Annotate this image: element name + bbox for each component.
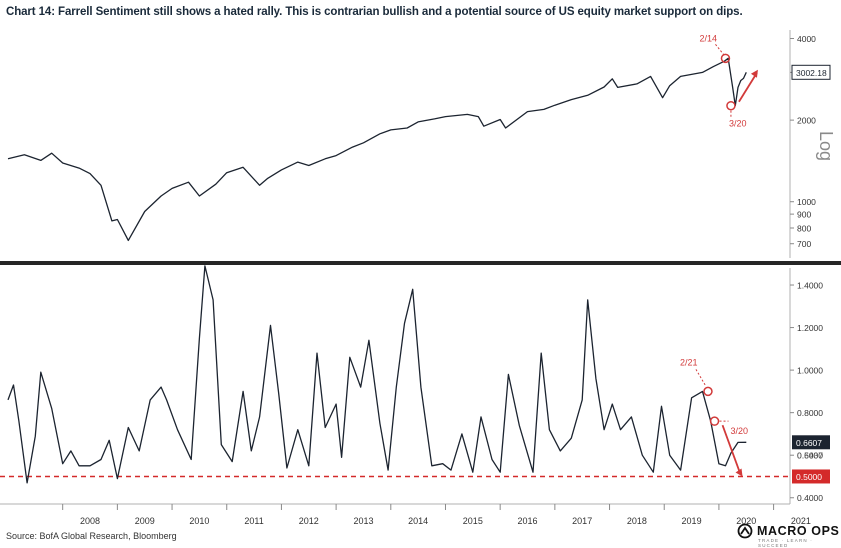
peak-marker: [720, 53, 731, 64]
x-tick-label: 2015: [463, 516, 483, 526]
rebound-arrow-head: [750, 69, 758, 78]
threshold-value-text: 0.5000: [796, 472, 822, 482]
panel-divider: [0, 261, 841, 265]
peak-date-label: 2/14: [699, 33, 717, 43]
x-tick-label: 2018: [627, 516, 647, 526]
top-last-value-text: 3002.18: [796, 68, 827, 78]
top-last-value-box: 3002.18: [791, 64, 831, 80]
decline-arrow: [721, 424, 742, 475]
trough-date-label: 3/20: [729, 119, 747, 129]
bottom-y-tick-label: 1.2000: [797, 323, 823, 333]
sentiment-peak-date: 2/21: [680, 357, 698, 367]
bottom-y-tick-label: 1.0000: [797, 366, 823, 376]
macro-ops-logo-icon: [737, 523, 753, 539]
x-tick-label: 2020: [736, 516, 756, 526]
decline-arrow-head: [735, 468, 743, 477]
partially-hidden-value-text: 0.5437: [797, 450, 823, 460]
brand-tagline: TRADE · LEARN · SUCCEED: [758, 538, 814, 548]
threshold-value-frame: [792, 469, 830, 484]
top-panel: 4000300020001000900800700 Log 2/143/20 3…: [7, 30, 836, 258]
top-last-value-frame: [791, 64, 831, 80]
x-axis-labels: 2008 2009 2010 2011 2012 2013 2014 2015 2016 2017…: [62, 504, 811, 526]
bottom-annotations: 2/21 3/20: [680, 357, 749, 477]
top-y-tick-label: 2000: [797, 116, 816, 126]
sentiment-peak-marker: [703, 386, 713, 397]
brand-name: MACRO OPS: [757, 524, 840, 538]
trough-marker: [726, 100, 736, 111]
top-y-tick-label: 700: [797, 239, 811, 249]
top-y-tick-label: 1000: [797, 197, 816, 207]
sentiment-peak-leader: [695, 369, 707, 387]
sentiment-current-marker: [709, 416, 720, 426]
x-tick-label: 2017: [572, 516, 592, 526]
bottom-y-tick-label: 0.4000: [797, 493, 823, 503]
x-tick-label: 2014: [408, 516, 428, 526]
sentiment-series: [7, 265, 747, 484]
x-tick-label: 2008: [80, 516, 100, 526]
log-axis-label: Log: [816, 131, 836, 161]
bottom-y-tick-label: 1.4000: [797, 281, 823, 291]
last-value-frame: [792, 435, 830, 450]
sentiment-current-date: 3/20: [731, 426, 749, 436]
top-y-tick-label: 900: [797, 210, 811, 220]
rebound-arrow: [738, 72, 758, 103]
x-tick-label: 2010: [189, 516, 209, 526]
x-tick-label: 2011: [244, 516, 263, 526]
x-tick-label: 2019: [682, 516, 702, 526]
top-y-tick-label: 800: [797, 223, 811, 233]
top-y-tick-label: 4000: [797, 34, 816, 44]
bottom-panel: 1.4000 1.2000 1.0000 0.8000 0.6000 0.4000 2/2…: [0, 265, 830, 526]
top-annotations: 2/14 3/20: [699, 33, 758, 129]
index-price-series: [7, 57, 747, 242]
bottom-y-tick-label: 0.8000: [797, 408, 823, 418]
bottom-value-labels: 0.6607 0.5437 0.5000: [792, 435, 830, 484]
last-value-text: 0.6607: [796, 438, 822, 448]
x-tick-label: 2021: [791, 516, 811, 526]
x-tick-label: 2009: [135, 516, 155, 526]
bottom-y-tick-label: 0.6000: [797, 451, 823, 461]
chart-title: Chart 14: Farrell Sentiment still shows …: [6, 6, 743, 18]
bottom-y-ticks: 1.4000 1.2000 1.0000 0.8000 0.6000 0.4000: [790, 281, 823, 503]
x-tick-label: 2013: [353, 516, 373, 526]
source-note: Source: BofA Global Research, Bloomberg: [6, 531, 177, 541]
x-tick-label: 2012: [299, 516, 319, 526]
x-tick-label: 2016: [517, 516, 537, 526]
brand-logo: MACRO OPS: [737, 523, 840, 539]
peak-leader-line: [715, 44, 724, 55]
